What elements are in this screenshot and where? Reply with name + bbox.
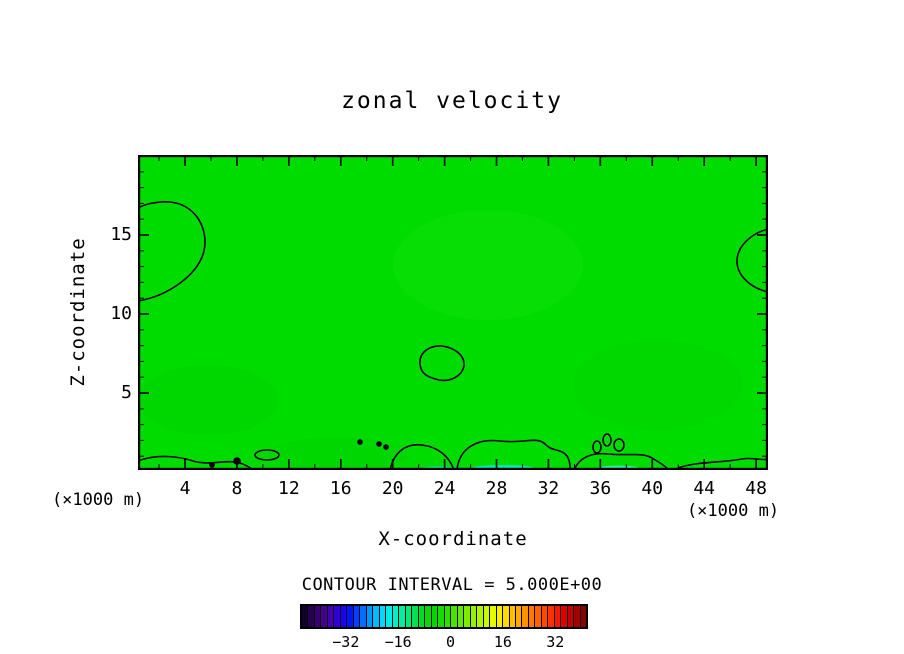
- y-tick-label: 5: [121, 382, 132, 403]
- colorbar: [300, 604, 588, 629]
- colorbar-cell: [561, 606, 568, 627]
- colorbar-cell: [554, 606, 562, 627]
- colorbar-cell: [405, 606, 413, 627]
- colorbar-cell: [522, 606, 529, 627]
- colorbar-cell: [548, 606, 555, 627]
- colorbar-cell: [496, 606, 504, 627]
- colorbar-cell: [457, 606, 465, 627]
- x-tick-label: 48: [745, 478, 767, 499]
- colorbar-cell: [470, 606, 478, 627]
- colorbar-tick-label: −32: [332, 633, 360, 651]
- contour-plot-area: [138, 155, 768, 470]
- colorbar-cell: [353, 606, 361, 627]
- x-tick-label: 32: [537, 478, 560, 499]
- colorbar-cell: [567, 606, 575, 627]
- shade-patch: [268, 437, 408, 470]
- colorbar-cell: [535, 606, 542, 627]
- x-tick-label: 20: [381, 478, 404, 499]
- colorbar-cell: [528, 606, 536, 627]
- colorbar-cell: [438, 606, 445, 627]
- contour-line: [138, 201, 206, 302]
- colorbar-cell: [366, 606, 374, 627]
- shade-patch: [573, 340, 743, 430]
- x-tick-label: 36: [589, 478, 612, 499]
- contour-line: [383, 444, 389, 450]
- contour-line: [389, 443, 455, 470]
- colorbar-cell: [412, 606, 419, 627]
- x-axis-title: X-coordinate: [378, 528, 528, 550]
- colorbar-tick-label: 16: [493, 633, 512, 651]
- contour-line: [736, 228, 768, 293]
- plot-frame: [138, 155, 768, 470]
- colorbar-cell: [509, 606, 516, 627]
- x-unit-label-left: (×1000 m): [51, 490, 145, 510]
- x-unit-label-right: (×1000 m): [686, 501, 780, 521]
- colorbar-cell: [386, 606, 393, 627]
- colorbar-cell: [483, 606, 491, 627]
- x-tick-label: 24: [433, 478, 456, 499]
- colorbar-tick-label: −16: [384, 633, 412, 651]
- colorbar-cell: [302, 606, 309, 627]
- x-tick-label: 12: [277, 478, 300, 499]
- colorbar-cell: [334, 606, 341, 627]
- x-tick-label: 16: [329, 478, 352, 499]
- colorbar-cell: [425, 606, 432, 627]
- x-tick-label: 8: [231, 478, 243, 499]
- x-tick-label: 44: [693, 478, 716, 499]
- contour-line: [254, 449, 280, 461]
- y-tick-label: 10: [110, 303, 132, 324]
- contour-line: [573, 452, 670, 470]
- colorbar-cell: [477, 606, 484, 627]
- colorbar-cell: [360, 606, 367, 627]
- colorbar-cell: [464, 606, 471, 627]
- colorbar-cell: [503, 606, 510, 627]
- colorbar-cell: [431, 606, 439, 627]
- colorbar-cell: [340, 606, 348, 627]
- contour-interval-note: CONTOUR INTERVAL = 5.000E+00: [301, 575, 603, 595]
- contour-line: [613, 438, 625, 452]
- y-tick-label: 15: [110, 224, 132, 245]
- colorbar-cell: [574, 606, 581, 627]
- y-axis-title: Z-coordinate: [67, 237, 89, 387]
- contour-plot-svg: [138, 155, 768, 470]
- colorbar-cell: [515, 606, 523, 627]
- shade-patch: [393, 210, 583, 320]
- colorbar-tick-label: 0: [446, 633, 456, 651]
- colorbar-cell: [379, 606, 387, 627]
- colorbar-cell: [580, 606, 587, 627]
- colorbar-cell: [327, 606, 335, 627]
- contour-line: [677, 457, 768, 469]
- colorbar-cell: [347, 606, 354, 627]
- colorbar-cell: [490, 606, 497, 627]
- x-tick-label: 4: [179, 478, 191, 499]
- colorbar-cell: [308, 606, 315, 627]
- colorbar-cell: [321, 606, 328, 627]
- colorbar-cell: [373, 606, 380, 627]
- colorbar-cell: [314, 606, 322, 627]
- colorbar-cell: [541, 606, 549, 627]
- contour-line: [602, 433, 612, 447]
- contour-line: [376, 441, 382, 447]
- contour-line: [357, 439, 363, 445]
- colorbar-cell: [418, 606, 426, 627]
- colorbar-cell: [444, 606, 452, 627]
- contour-line: [456, 439, 572, 470]
- x-tick-label: 28: [485, 478, 508, 499]
- chart-title: zonal velocity: [341, 88, 563, 114]
- colorbar-cell: [451, 606, 458, 627]
- colorbar-tick-label: 32: [546, 633, 565, 651]
- colorbar-cell: [399, 606, 406, 627]
- contour-line: [419, 345, 465, 382]
- colorbar-cell: [392, 606, 400, 627]
- contour-line: [592, 440, 602, 454]
- contour-line: [138, 455, 253, 470]
- x-tick-label: 40: [641, 478, 664, 499]
- shade-patch: [138, 365, 278, 435]
